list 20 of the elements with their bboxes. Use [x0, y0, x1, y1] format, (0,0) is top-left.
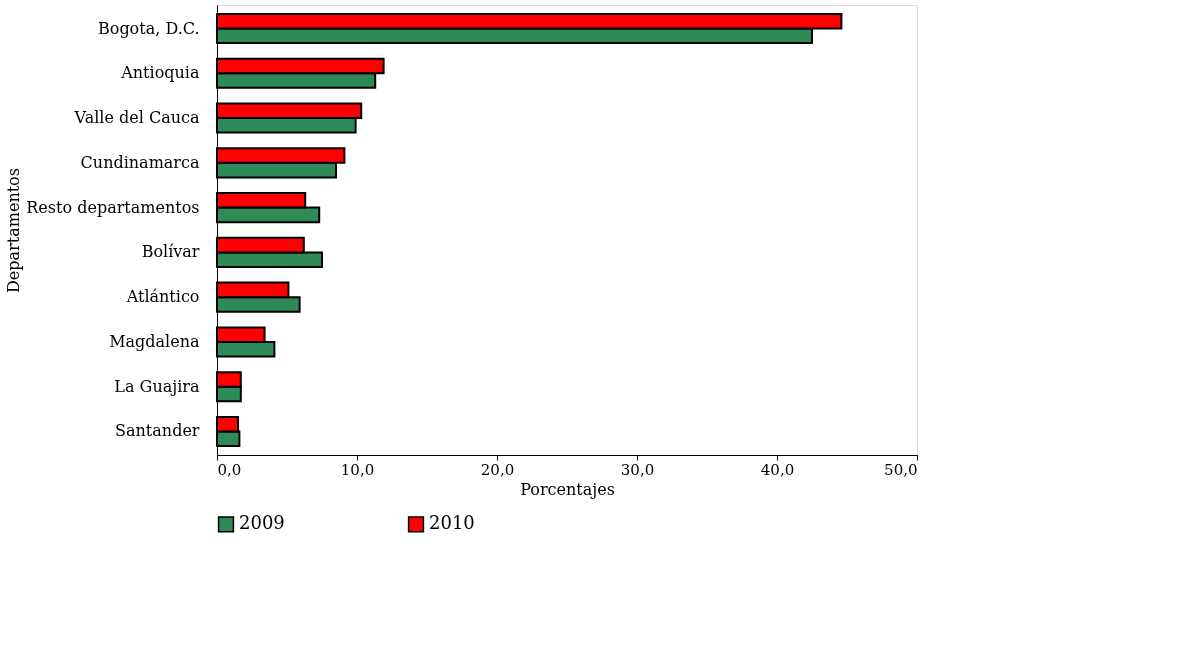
x-tick-label: 30,0	[620, 460, 655, 479]
y-tick-label: Resto departamentos	[26, 197, 200, 217]
y-tick-label: Bogota, D.C.	[97, 18, 200, 38]
legend-label: 2010	[429, 512, 475, 534]
x-tick-label: 10,0	[340, 460, 375, 479]
y-tick-label: Antioquia	[120, 63, 200, 83]
y-tick-label: La Guajira	[114, 376, 200, 396]
x-tick-label: 0,0	[217, 460, 242, 479]
x-tick-label: 20,0	[480, 460, 515, 479]
y-axis-title: Departamentos	[4, 168, 24, 293]
y-tick-label: Cundinamarca	[80, 152, 200, 172]
x-tick-label: 40,0	[760, 460, 795, 479]
x-tick-label: 50,0	[884, 460, 918, 479]
y-tick-label: Magdalena	[109, 331, 200, 351]
y-tick-label: Bolívar	[141, 242, 200, 262]
y-tick-label: Valle del Cauca	[73, 108, 200, 128]
y-tick-label: Santander	[115, 421, 200, 441]
legend-label: 2009	[239, 512, 285, 534]
y-tick-label: Atlántico	[125, 287, 200, 307]
x-axis-title: Porcentajes	[520, 479, 615, 499]
